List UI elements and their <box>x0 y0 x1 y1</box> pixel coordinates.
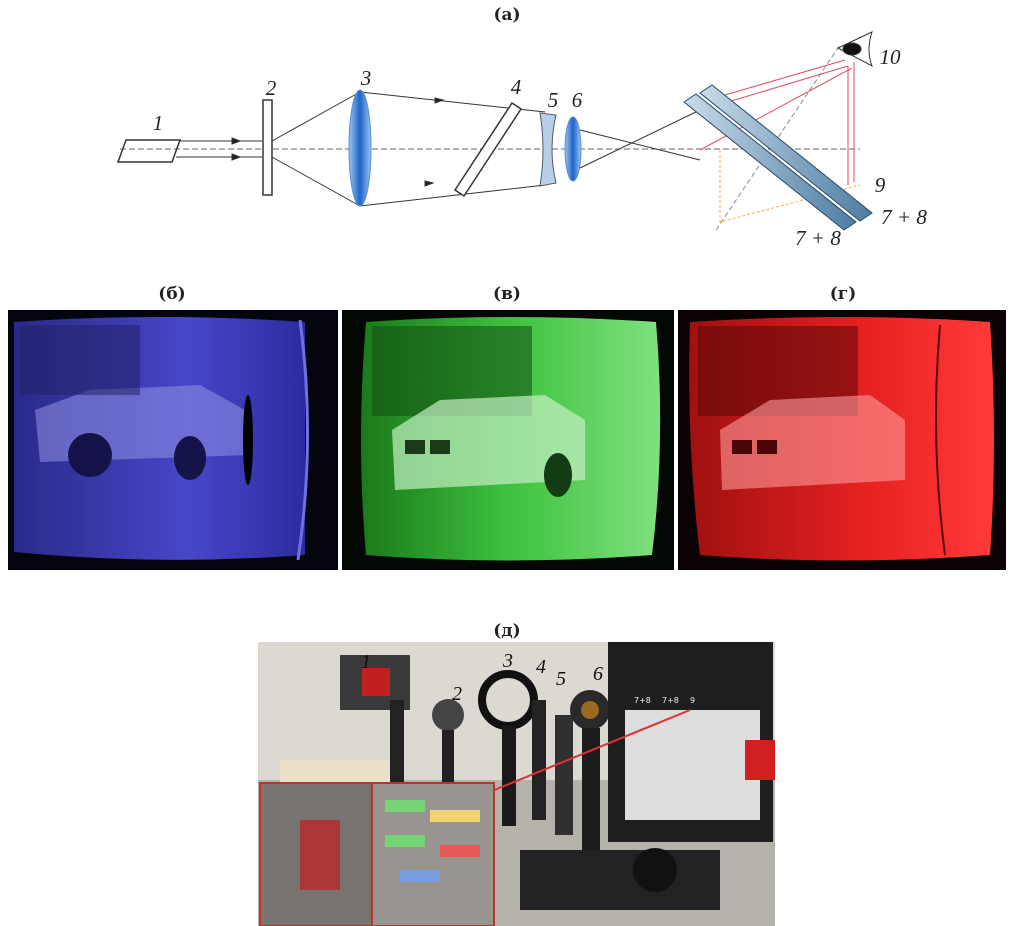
part-number: 5 <box>548 88 559 112</box>
screen-text: 7+8 <box>662 696 679 705</box>
screen-text: 7+8 <box>634 696 651 705</box>
part-number: 7 + 8 <box>881 205 927 229</box>
part-number: 2 <box>452 683 462 705</box>
part-number: 4 <box>536 656 546 678</box>
part-number: 6 <box>572 88 583 112</box>
part-number: 9 <box>875 173 886 197</box>
part-number: 3 <box>502 650 513 672</box>
screen-text: 9 <box>690 696 695 705</box>
panel-label: (б) <box>158 284 185 304</box>
photo-green <box>342 310 674 570</box>
part-number: 6 <box>593 663 603 685</box>
part-number: 2 <box>266 76 277 100</box>
part-number: 1 <box>361 651 371 673</box>
photo-red <box>678 310 1006 570</box>
photo-blue <box>8 310 338 570</box>
panel-label: (в) <box>493 284 521 304</box>
part-number: 3 <box>360 66 372 90</box>
panel-label: (д) <box>493 621 520 641</box>
part-number: 7 + 8 <box>795 226 841 250</box>
panel-label: (г) <box>830 284 857 304</box>
part-number: 4 <box>511 75 522 99</box>
part-number: 10 <box>880 45 902 69</box>
part-number: 5 <box>556 668 566 690</box>
panel-label: (а) <box>493 5 520 25</box>
optical-scheme <box>118 32 872 230</box>
figure: (а) 1 2 3 4 5 6 9 10 7 + 8 7 + 8 (б) (в)… <box>0 0 1014 926</box>
lab-photo <box>258 642 775 926</box>
part-number: 1 <box>153 111 164 135</box>
